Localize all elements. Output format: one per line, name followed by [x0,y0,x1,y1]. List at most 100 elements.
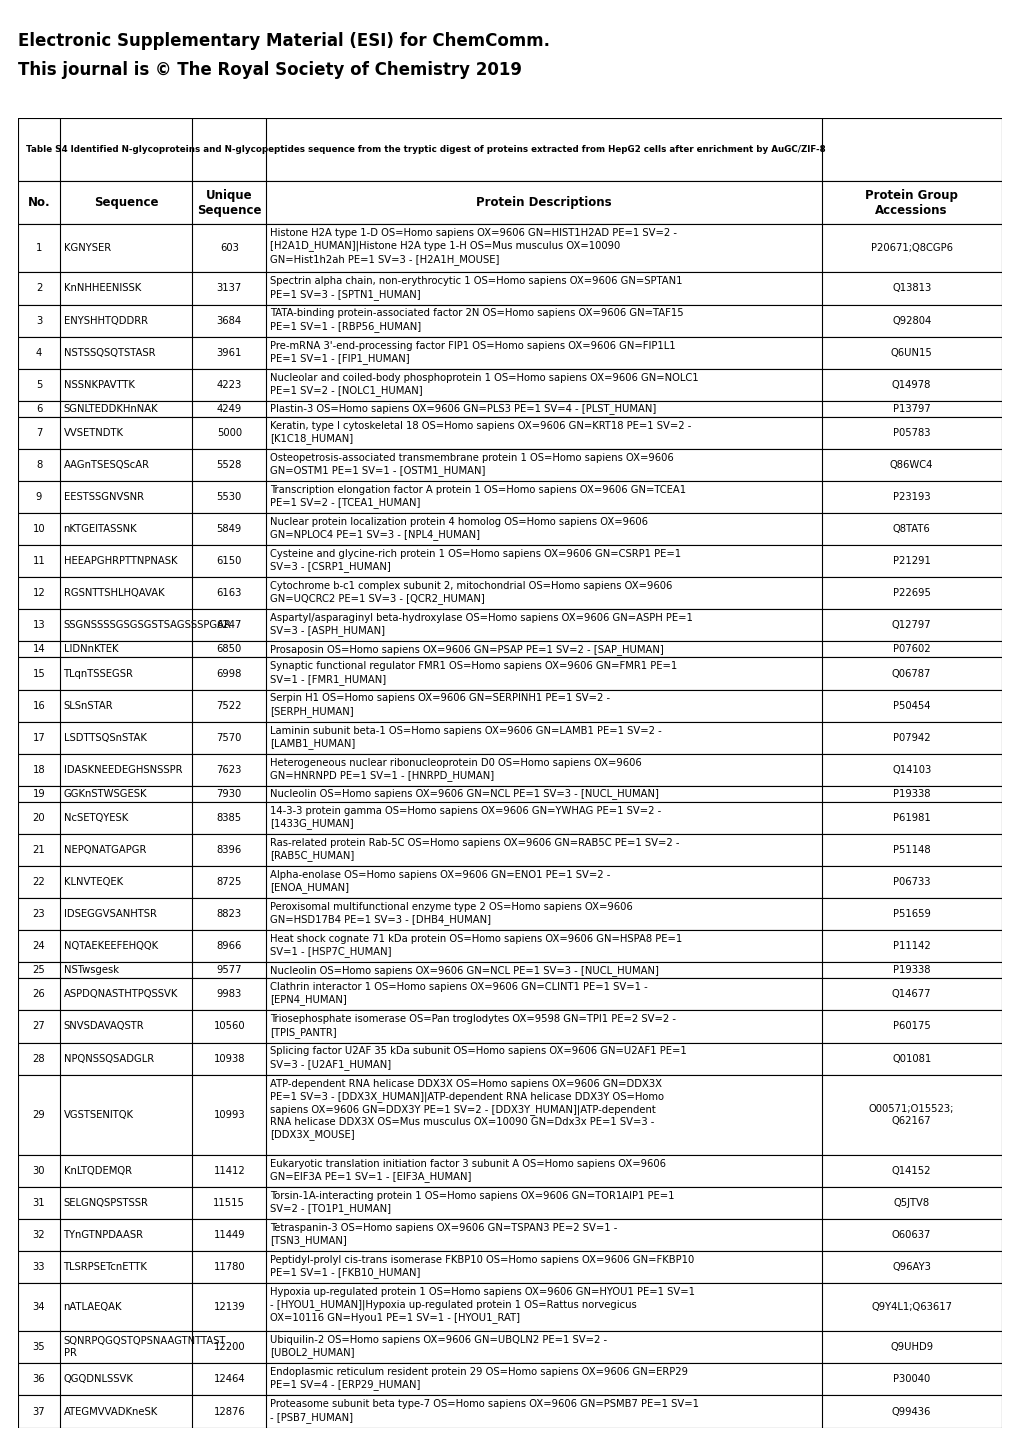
Text: 24: 24 [33,942,45,952]
Text: 12200: 12200 [213,1343,245,1353]
Text: 10560: 10560 [213,1021,245,1031]
Bar [18,482,1001,513]
Text: P30040: P30040 [893,1374,929,1384]
Text: 6163: 6163 [216,588,242,598]
Text: Q9Y4L1;Q63617: Q9Y4L1;Q63617 [870,1302,951,1312]
Text: Heat shock cognate 71 kDa protein OS=Homo sapiens OX=9606 GN=HSPA8 PE=1
SV=1 - [: Heat shock cognate 71 kDa protein OS=Hom… [270,934,682,957]
Text: O00571;O15523;
Q62167: O00571;O15523; Q62167 [868,1105,954,1126]
Text: Protein Descriptions: Protein Descriptions [476,196,611,209]
Text: TYnGTNPDAASR: TYnGTNPDAASR [63,1230,144,1240]
Text: O60637: O60637 [891,1230,930,1240]
Text: Splicing factor U2AF 35 kDa subunit OS=Homo sapiens OX=9606 GN=U2AF1 PE=1
SV=3 -: Splicing factor U2AF 35 kDa subunit OS=H… [270,1047,686,1070]
Text: Torsin-1A-interacting protein 1 OS=Homo sapiens OX=9606 GN=TOR1AIP1 PE=1
SV=2 - : Torsin-1A-interacting protein 1 OS=Homo … [270,1191,674,1214]
Text: SGNLTEDDKHnNAK: SGNLTEDDKHnNAK [63,404,158,414]
Text: P19338: P19338 [892,789,929,799]
Text: nATLAEQAK: nATLAEQAK [63,1302,122,1312]
Text: Q99436: Q99436 [891,1406,930,1416]
Text: Eukaryotic translation initiation factor 3 subunit A OS=Homo sapiens OX=9606
GN=: Eukaryotic translation initiation factor… [270,1159,665,1182]
Bar [18,448,1001,482]
Text: 4249: 4249 [216,404,242,414]
Text: 12876: 12876 [213,1406,245,1416]
Text: Q12797: Q12797 [891,620,930,630]
Text: HEEAPGHRPTTNPNASK: HEEAPGHRPTTNPNASK [63,557,177,567]
Text: LSDTTSQSnSTAK: LSDTTSQSnSTAK [63,733,147,743]
Bar [18,833,1001,867]
Bar [18,1218,1001,1252]
Text: Spectrin alpha chain, non-erythrocytic 1 OS=Homo sapiens OX=9606 GN=SPTAN1
PE=1 : Spectrin alpha chain, non-erythrocytic 1… [270,277,682,300]
Text: nKTGEITASSNK: nKTGEITASSNK [63,523,138,534]
Bar [18,962,1001,978]
Text: Pre-mRNA 3'-end-processing factor FIP1 OS=Homo sapiens OX=9606 GN=FIP1L1
PE=1 SV: Pre-mRNA 3'-end-processing factor FIP1 O… [270,340,675,363]
Bar [18,1043,1001,1074]
Text: Q96AY3: Q96AY3 [892,1262,930,1272]
Text: 28: 28 [33,1054,45,1064]
Bar [18,336,1001,369]
Text: 22: 22 [33,877,45,887]
Text: VGSTSENITQK: VGSTSENITQK [63,1110,133,1120]
Text: KnLTQDEMQR: KnLTQDEMQR [63,1167,131,1175]
Text: P20671;Q8CGP6: P20671;Q8CGP6 [870,244,952,254]
Text: GGKnSTWSGESK: GGKnSTWSGESK [63,789,147,799]
Text: Plastin-3 OS=Homo sapiens OX=9606 GN=PLS3 PE=1 SV=4 - [PLST_HUMAN]: Plastin-3 OS=Homo sapiens OX=9606 GN=PLS… [270,404,655,414]
Text: Proteasome subunit beta type-7 OS=Homo sapiens OX=9606 GN=PSMB7 PE=1 SV=1
- [PSB: Proteasome subunit beta type-7 OS=Homo s… [270,1399,698,1423]
Bar [18,273,1001,304]
Text: 10: 10 [33,523,45,534]
Text: AAGnTSESQScAR: AAGnTSESQScAR [63,460,150,470]
Text: Triosephosphate isomerase OS=Pan troglodytes OX=9598 GN=TPI1 PE=2 SV=2 -
[TPIS_P: Triosephosphate isomerase OS=Pan troglod… [270,1014,676,1037]
Bar [18,867,1001,898]
Text: NPQNSSQSADGLR: NPQNSSQSADGLR [63,1054,154,1064]
Text: Electronic Supplementary Material (ESI) for ChemComm.: Electronic Supplementary Material (ESI) … [18,32,550,49]
Text: Cytochrome b-c1 complex subunit 2, mitochondrial OS=Homo sapiens OX=9606
GN=UQCR: Cytochrome b-c1 complex subunit 2, mitoc… [270,581,672,604]
Text: Peroxisomal multifunctional enzyme type 2 OS=Homo sapiens OX=9606
GN=HSD17B4 PE=: Peroxisomal multifunctional enzyme type … [270,903,632,926]
Text: 5528: 5528 [216,460,242,470]
Text: 6850: 6850 [216,645,242,655]
Text: 27: 27 [33,1021,45,1031]
Text: 8966: 8966 [216,942,242,952]
Text: 7: 7 [36,428,42,438]
Text: Ubiquilin-2 OS=Homo sapiens OX=9606 GN=UBQLN2 PE=1 SV=2 -
[UBOL2_HUMAN]: Ubiquilin-2 OS=Homo sapiens OX=9606 GN=U… [270,1335,606,1358]
Text: 8823: 8823 [216,908,242,919]
Text: 13: 13 [33,620,45,630]
Text: Tetraspanin-3 OS=Homo sapiens OX=9606 GN=TSPAN3 PE=2 SV=1 -
[TSN3_HUMAN]: Tetraspanin-3 OS=Homo sapiens OX=9606 GN… [270,1223,616,1246]
Bar [18,658,1001,689]
Text: NcSETQYESK: NcSETQYESK [63,813,127,823]
Text: LIDNnKTEK: LIDNnKTEK [63,645,118,655]
Text: 5: 5 [36,379,42,389]
Text: Heterogeneous nuclear ribonucleoprotein D0 OS=Homo sapiens OX=9606
GN=HNRNPD PE=: Heterogeneous nuclear ribonucleoprotein … [270,757,641,780]
Text: 603: 603 [220,244,238,254]
Text: IDSEGGVSANHTSR: IDSEGGVSANHTSR [63,908,156,919]
Bar [18,1283,1001,1331]
Text: ATP-dependent RNA helicase DDX3X OS=Homo sapiens OX=9606 GN=DDX3X
PE=1 SV=3 - [D: ATP-dependent RNA helicase DDX3X OS=Homo… [270,1079,663,1141]
Text: Synaptic functional regulator FMR1 OS=Homo sapiens OX=9606 GN=FMR1 PE=1
SV=1 - [: Synaptic functional regulator FMR1 OS=Ho… [270,662,677,685]
Bar [18,978,1001,1011]
Bar [18,225,1001,273]
Text: P19338: P19338 [892,965,929,975]
Text: Osteopetrosis-associated transmembrane protein 1 OS=Homo sapiens OX=9606
GN=OSTM: Osteopetrosis-associated transmembrane p… [270,453,674,476]
Text: 5000: 5000 [216,428,242,438]
Text: RGSNTTSHLHQAVAK: RGSNTTSHLHQAVAK [63,588,164,598]
Bar [18,754,1001,786]
Text: 7930: 7930 [216,789,242,799]
Text: P13797: P13797 [892,404,929,414]
Text: 8385: 8385 [216,813,242,823]
Text: 36: 36 [33,1374,45,1384]
Text: 7522: 7522 [216,701,242,711]
Text: 37: 37 [33,1406,45,1416]
Bar [18,513,1001,545]
Text: KGNYSER: KGNYSER [63,244,111,254]
Text: Histone H2A type 1-D OS=Homo sapiens OX=9606 GN=HIST1H2AD PE=1 SV=2 -
[H2A1D_HUM: Histone H2A type 1-D OS=Homo sapiens OX=… [270,228,677,264]
Text: KnNHHEENISSK: KnNHHEENISSK [63,284,141,294]
Text: ENYSHHTQDDRR: ENYSHHTQDDRR [63,316,148,326]
Bar [18,577,1001,610]
Text: Ras-related protein Rab-5C OS=Homo sapiens OX=9606 GN=RAB5C PE=1 SV=2 -
[RAB5C_H: Ras-related protein Rab-5C OS=Homo sapie… [270,838,679,861]
Bar [18,1155,1001,1187]
Text: 4223: 4223 [216,379,242,389]
Text: 10993: 10993 [213,1110,245,1120]
Text: NEPQNATGAPGR: NEPQNATGAPGR [63,845,146,855]
Text: SQNRPQGQSTQPSNAAGTNTTAST
PR: SQNRPQGQSTQPSNAAGTNTTAST PR [63,1337,226,1358]
Text: Nucleolar and coiled-body phosphoprotein 1 OS=Homo sapiens OX=9606 GN=NOLC1
PE=1: Nucleolar and coiled-body phosphoprotein… [270,372,698,395]
Bar [18,1011,1001,1043]
Text: Q13813: Q13813 [892,284,930,294]
Text: Nucleolin OS=Homo sapiens OX=9606 GN=NCL PE=1 SV=3 - [NUCL_HUMAN]: Nucleolin OS=Homo sapiens OX=9606 GN=NCL… [270,965,658,976]
Text: Prosaposin OS=Homo sapiens OX=9606 GN=PSAP PE=1 SV=2 - [SAP_HUMAN]: Prosaposin OS=Homo sapiens OX=9606 GN=PS… [270,645,663,655]
